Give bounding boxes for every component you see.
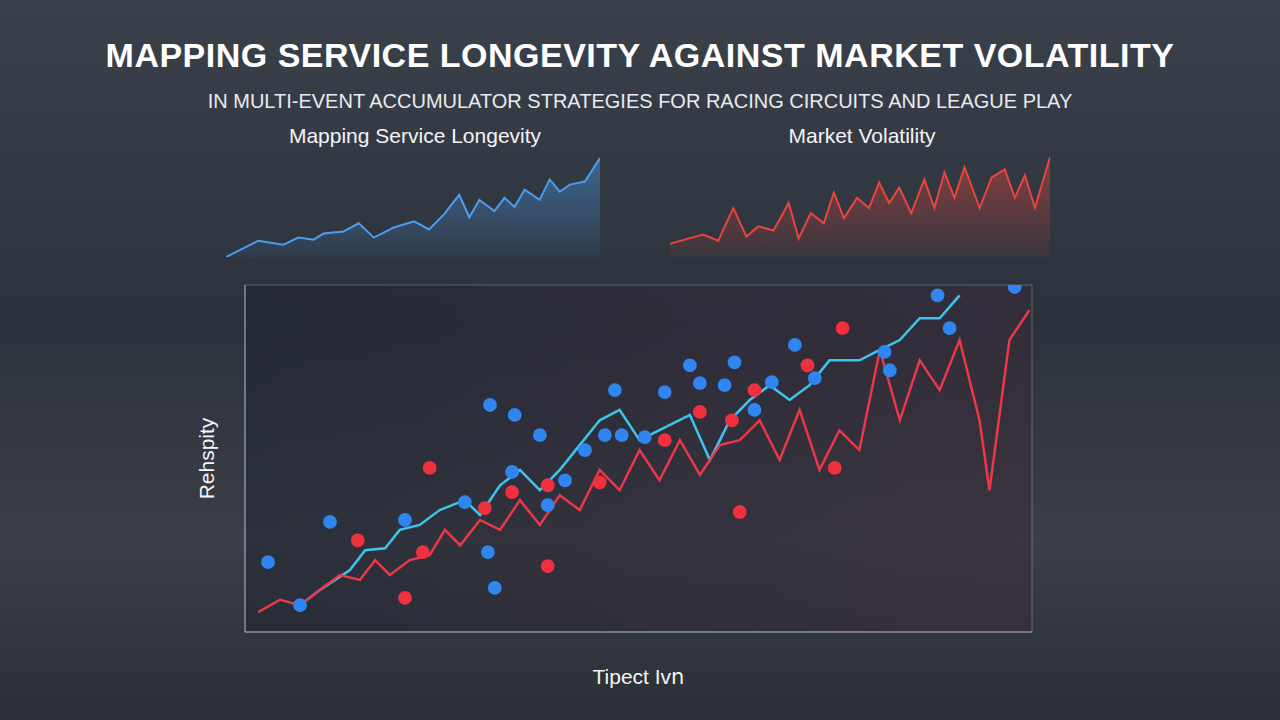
html-text:Market Volatility: Market Volatility	[788, 124, 936, 147]
svg-text:Tipect Ivո: Tipect Ivո	[593, 665, 685, 688]
html-text:Mapping Service Longevity: Mapping Service Longevity	[288, 124, 542, 147]
html-text:MAPPING SERVICE LONGEVITY AGAI: MAPPING SERVICE LONGEVITY AGAINST MARKET…	[105, 36, 1175, 74]
html-text:IN MULTI-EVENT ACCUMULATOR STR: IN MULTI-EVENT ACCUMULATOR STRATEGIES FO…	[207, 90, 1073, 112]
svg-text:Rehspity: Rehspity	[195, 417, 218, 499]
